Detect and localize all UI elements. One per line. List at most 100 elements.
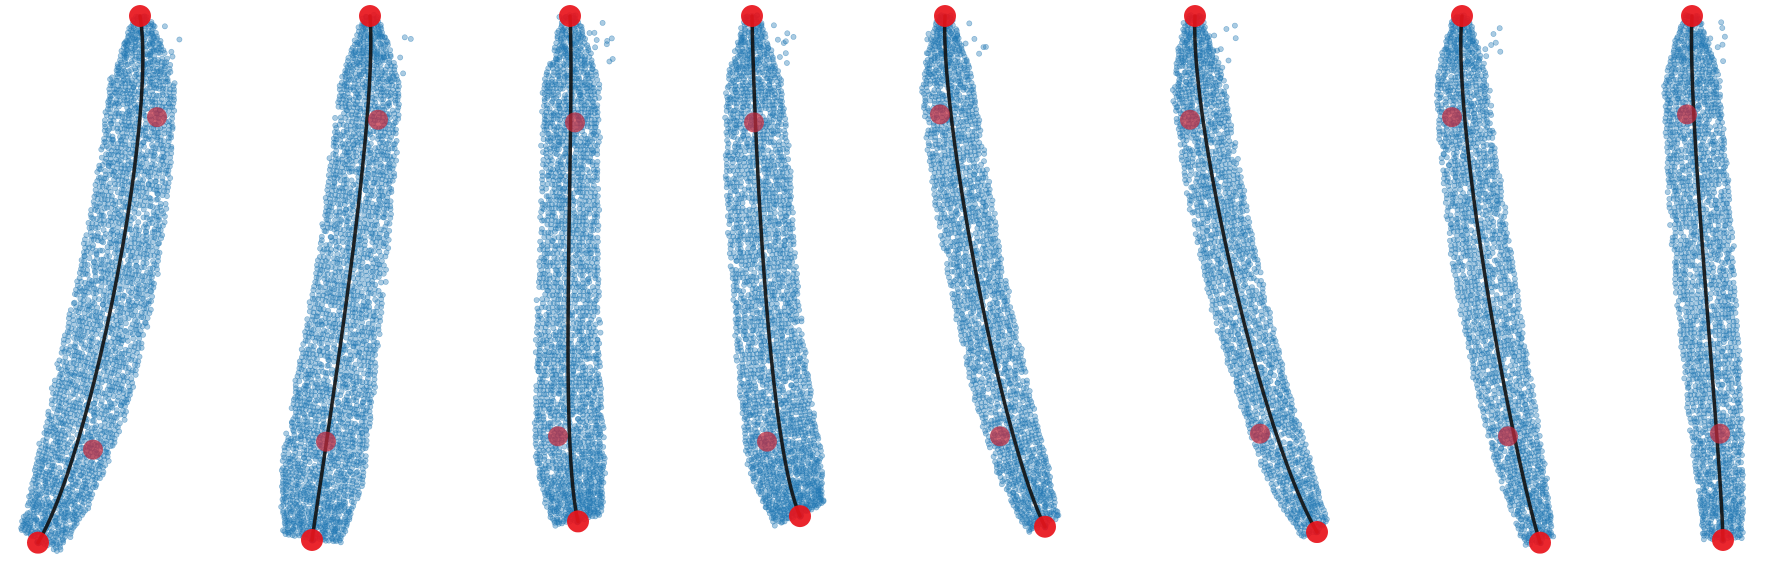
data-point — [359, 319, 365, 326]
data-point — [99, 301, 106, 308]
data-point — [136, 254, 143, 260]
data-point — [76, 269, 83, 276]
data-point — [110, 343, 117, 350]
data-point — [95, 433, 101, 440]
data-point — [381, 54, 387, 61]
data-point — [81, 310, 88, 316]
data-point — [328, 302, 335, 309]
data-point — [373, 50, 380, 57]
data-point — [60, 340, 67, 347]
data-point — [367, 154, 374, 161]
data-point — [70, 385, 77, 392]
data-point — [58, 349, 65, 356]
point-cloud — [531, 12, 616, 529]
data-point — [147, 65, 153, 72]
data-point — [380, 243, 387, 250]
data-point — [362, 187, 369, 193]
data-point — [330, 143, 337, 149]
data-point — [371, 376, 378, 383]
data-point — [66, 426, 73, 432]
data-point — [382, 156, 388, 163]
data-point — [161, 213, 168, 220]
data-point — [91, 412, 97, 418]
data-point — [176, 36, 183, 43]
data-point — [346, 376, 353, 382]
endpoint-marker — [359, 5, 381, 27]
data-point — [161, 23, 168, 30]
data-point — [372, 242, 379, 249]
data-point — [24, 502, 31, 509]
data-point — [306, 308, 313, 315]
data-point — [159, 178, 166, 185]
data-point — [154, 217, 161, 224]
data-point — [382, 278, 389, 285]
data-point — [66, 315, 72, 322]
data-point — [407, 36, 414, 42]
data-point — [288, 405, 295, 411]
data-point — [154, 61, 160, 68]
data-point — [326, 469, 333, 476]
data-point — [352, 49, 359, 56]
data-point — [339, 247, 346, 254]
endpoint-marker — [301, 529, 323, 552]
data-point — [52, 523, 58, 529]
data-point — [321, 227, 328, 234]
data-point — [378, 279, 384, 286]
data-point — [125, 39, 132, 46]
data-point — [397, 54, 404, 61]
data-point — [140, 214, 147, 221]
data-point — [67, 393, 74, 400]
data-point — [90, 290, 97, 297]
data-point — [312, 338, 319, 344]
data-point — [167, 154, 174, 161]
data-point — [166, 81, 173, 88]
data-point — [326, 323, 332, 329]
control-point-marker — [83, 439, 103, 460]
data-point — [161, 50, 168, 56]
data-point — [139, 277, 145, 284]
data-point — [92, 181, 99, 188]
data-point — [133, 226, 139, 233]
control-point-marker — [147, 107, 167, 128]
data-point — [376, 331, 383, 337]
data-point — [72, 291, 78, 297]
data-point — [86, 255, 93, 261]
data-point — [78, 257, 85, 263]
data-point — [129, 230, 136, 237]
data-point — [164, 95, 171, 102]
data-point — [343, 326, 350, 333]
data-point — [159, 192, 166, 199]
data-point — [98, 268, 105, 275]
data-point — [125, 369, 131, 376]
data-point — [114, 189, 121, 196]
data-point — [80, 392, 86, 399]
data-point — [325, 249, 332, 256]
data-point — [85, 219, 92, 226]
data-point — [155, 156, 162, 163]
endpoint-marker — [129, 5, 151, 27]
data-point — [151, 68, 158, 75]
data-point — [138, 142, 144, 149]
data-point — [121, 327, 128, 334]
data-point — [148, 233, 155, 240]
panel-2 — [278, 5, 414, 552]
data-point — [330, 151, 337, 157]
data-point — [91, 258, 97, 265]
data-point — [358, 324, 365, 330]
data-point — [375, 31, 382, 37]
data-point — [41, 430, 48, 436]
data-point — [314, 257, 321, 264]
data-point — [125, 287, 132, 294]
data-point — [122, 274, 129, 280]
data-point — [156, 49, 163, 56]
data-point — [373, 58, 380, 65]
data-point — [374, 299, 381, 306]
data-point — [88, 236, 95, 243]
data-point — [141, 171, 148, 178]
data-point — [335, 447, 342, 454]
data-point — [133, 262, 139, 269]
data-point — [98, 146, 105, 153]
data-point — [307, 303, 314, 310]
data-point — [71, 335, 77, 341]
data-point — [143, 159, 150, 166]
